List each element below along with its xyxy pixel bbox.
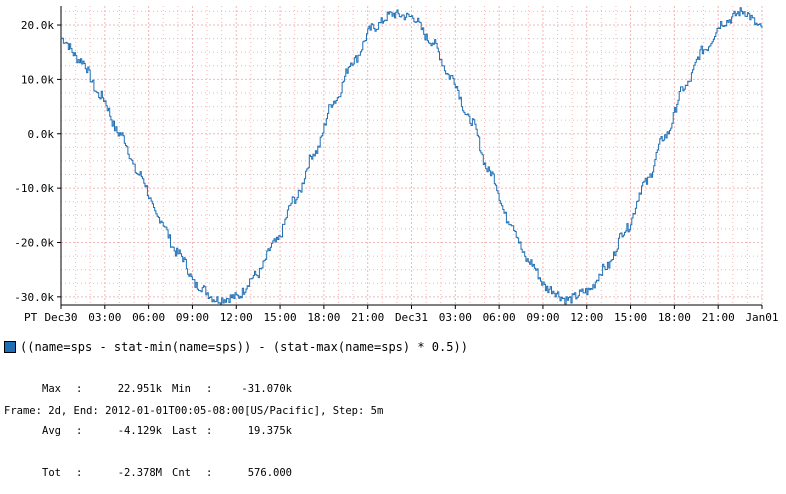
y-tick-label: 20.0k xyxy=(21,19,54,32)
x-tick-label: 21:00 xyxy=(702,311,735,324)
legend-label: ((name=sps - stat-min(name=sps)) - (stat… xyxy=(20,340,468,354)
legend: ((name=sps - stat-min(name=sps)) - (stat… xyxy=(4,340,468,354)
stats-row: Max: 22.951k Min: -31.070k xyxy=(42,382,302,396)
stats-row: Tot: -2.378M Cnt: 576.000 xyxy=(42,466,302,480)
x-tick-label: 21:00 xyxy=(351,311,384,324)
stat-value: -2.378M xyxy=(117,467,162,479)
y-tick-label: -20.0k xyxy=(14,236,54,249)
stat-value: 576.000 xyxy=(247,467,292,479)
legend-entry[interactable]: ((name=sps - stat-min(name=sps)) - (stat… xyxy=(4,340,468,354)
series-stats: Max: 22.951k Min: -31.070k Avg: -4.129k … xyxy=(42,354,302,494)
chart-grid xyxy=(60,6,763,305)
x-tick-label: 03:00 xyxy=(439,311,472,324)
series-line xyxy=(61,7,763,305)
stat-key: Cnt xyxy=(172,467,191,479)
stat-key: Max xyxy=(42,383,61,395)
stat-value: 19.375k xyxy=(247,425,292,437)
y-tick-label: 0.0k xyxy=(28,128,55,141)
x-tick-label: 03:00 xyxy=(88,311,121,324)
x-tick-label: 15:00 xyxy=(264,311,297,324)
x-tick-label: 09:00 xyxy=(176,311,209,324)
stat-key: Last xyxy=(172,425,198,437)
frame-footer: Frame: 2d, End: 2012-01-01T00:05-08:00[U… xyxy=(4,405,384,417)
y-axis-ticks: 20.0k 10.0k 0.0k -10.0k -20.0k -30.0k xyxy=(14,6,62,305)
x-tick-label: 09:00 xyxy=(526,311,559,324)
x-tick-label: 06:00 xyxy=(132,311,165,324)
y-tick-label: -10.0k xyxy=(14,182,54,195)
timezone-label: PT xyxy=(24,311,38,324)
x-axis-ticks: PT Dec30 03:00 06:00 09:00 12:00 15:00 18:00 21:… xyxy=(24,304,779,324)
y-tick-label: 10.0k xyxy=(21,73,54,86)
stat-value: -4.129k xyxy=(117,425,162,437)
x-tick-label: 12:00 xyxy=(570,311,603,324)
line-chart: 20.0k 10.0k 0.0k -10.0k -20.0k -30.0k PT Dec30… xyxy=(14,6,779,324)
x-tick-label: Jan01 xyxy=(745,311,778,324)
y-tick-label: -30.0k xyxy=(14,291,54,304)
stat-key: Avg xyxy=(42,425,61,437)
x-tick-label: 18:00 xyxy=(307,311,340,324)
stat-value: -31.070k xyxy=(241,383,292,395)
stat-key: Tot xyxy=(42,467,61,479)
x-tick-label: 12:00 xyxy=(220,311,253,324)
x-tick-label: 18:00 xyxy=(658,311,691,324)
stat-value: 22.951k xyxy=(117,383,162,395)
x-tick-label: 06:00 xyxy=(483,311,516,324)
legend-swatch xyxy=(4,341,16,353)
x-tick-label: Dec30 xyxy=(44,311,77,324)
stats-row: Avg: -4.129k Last: 19.375k xyxy=(42,424,302,438)
x-tick-label: 15:00 xyxy=(614,311,647,324)
x-tick-label: Dec31 xyxy=(395,311,428,324)
stat-key: Min xyxy=(172,383,191,395)
